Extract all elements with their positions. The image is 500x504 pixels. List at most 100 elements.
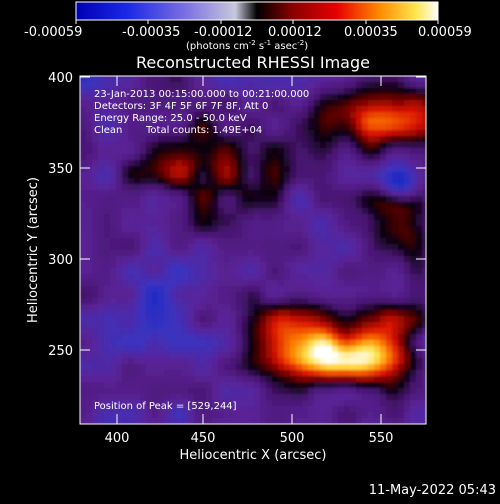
heatmap-cell — [164, 208, 171, 215]
heatmap-cell — [332, 262, 339, 269]
heatmap-cell — [272, 82, 279, 89]
heatmap-cell — [242, 382, 249, 389]
heatmap-cell — [350, 394, 357, 401]
heatmap-cell — [128, 160, 135, 167]
heatmap-cell — [242, 418, 249, 424]
heatmap-cell — [128, 154, 135, 161]
heatmap-cell — [386, 310, 393, 317]
heatmap-cell — [128, 382, 135, 389]
heatmap-cell — [230, 244, 237, 251]
heatmap-cell — [128, 214, 135, 221]
heatmap-cell — [296, 124, 303, 131]
heatmap-cell — [422, 76, 426, 83]
heatmap-cell — [128, 76, 135, 83]
heatmap-cell — [422, 160, 426, 167]
heatmap-cell — [254, 322, 261, 329]
heatmap-cell — [146, 280, 153, 287]
heatmap-cell — [296, 94, 303, 101]
heatmap-cell — [218, 274, 225, 281]
heatmap-cell — [380, 232, 387, 239]
heatmap-cell — [92, 82, 99, 89]
heatmap-cell — [296, 232, 303, 239]
heatmap-cell — [326, 118, 333, 125]
heatmap-cell — [182, 310, 189, 317]
heatmap-cell — [272, 148, 279, 155]
heatmap-cell — [272, 262, 279, 269]
heatmap-cell — [212, 274, 219, 281]
heatmap-cell — [80, 112, 87, 119]
heatmap-cell — [224, 412, 231, 419]
heatmap-cell — [422, 412, 426, 419]
heatmap-cell — [362, 298, 369, 305]
heatmap-cell — [206, 202, 213, 209]
heatmap-cell — [224, 94, 231, 101]
heatmap-cell — [128, 166, 135, 173]
heatmap-cell — [182, 238, 189, 245]
heatmap-cell — [218, 418, 225, 424]
heatmap-cell — [398, 214, 405, 221]
heatmap-cell — [350, 412, 357, 419]
heatmap-cell — [374, 256, 381, 263]
heatmap-cell — [128, 94, 135, 101]
heatmap-cell — [386, 112, 393, 119]
heatmap-cell — [266, 412, 273, 419]
heatmap-cell — [176, 262, 183, 269]
heatmap-cell — [236, 130, 243, 137]
heatmap-cell — [116, 172, 123, 179]
heatmap-cell — [350, 334, 357, 341]
heatmap-cell — [212, 82, 219, 89]
y-tick-label: 250 — [48, 344, 73, 359]
heatmap-cell — [296, 292, 303, 299]
heatmap-cell — [338, 100, 345, 107]
heatmap-cell — [86, 244, 93, 251]
heatmap-cell — [314, 406, 321, 413]
heatmap-cell — [380, 82, 387, 89]
heatmap-cell — [206, 364, 213, 371]
heatmap-cell — [224, 124, 231, 131]
heatmap-cell — [122, 214, 129, 221]
heatmap-cell — [314, 250, 321, 257]
heatmap-cell — [230, 184, 237, 191]
heatmap-cell — [158, 268, 165, 275]
heatmap-cell — [164, 94, 171, 101]
heatmap-cell — [332, 196, 339, 203]
y-tick-label: 400 — [48, 71, 73, 86]
heatmap-cell — [284, 250, 291, 257]
heatmap-cell — [278, 202, 285, 209]
heatmap-cell — [158, 166, 165, 173]
heatmap-cell — [194, 262, 201, 269]
heatmap-cell — [236, 202, 243, 209]
info-detectors: Detectors: 3F 4F 5F 6F 7F 8F, Att 0 — [94, 101, 268, 112]
heatmap-cell — [80, 166, 87, 173]
heatmap-cell — [224, 400, 231, 407]
heatmap-cell — [380, 106, 387, 113]
heatmap-cell — [230, 82, 237, 89]
heatmap-cell — [194, 406, 201, 413]
heatmap-cell — [296, 406, 303, 413]
heatmap-cell — [176, 358, 183, 365]
heatmap-cell — [272, 382, 279, 389]
heatmap-cell — [398, 160, 405, 167]
heatmap-cell — [266, 250, 273, 257]
heatmap-cell — [152, 220, 159, 227]
heatmap-cell — [86, 178, 93, 185]
heatmap-cell — [194, 328, 201, 335]
heatmap-cell — [152, 268, 159, 275]
heatmap-cell — [98, 370, 105, 377]
heatmap-cell — [260, 370, 267, 377]
heatmap-cell — [146, 196, 153, 203]
heatmap-cell — [164, 412, 171, 419]
heatmap-cell — [218, 232, 225, 239]
heatmap-cell — [422, 190, 426, 197]
heatmap-cell — [92, 328, 99, 335]
heatmap-cell — [320, 202, 327, 209]
heatmap-cell — [218, 214, 225, 221]
heatmap-cell — [134, 244, 141, 251]
heatmap-cell — [374, 358, 381, 365]
heatmap-cell — [284, 118, 291, 125]
heatmap-cell — [212, 292, 219, 299]
heatmap-cell — [80, 280, 87, 287]
heatmap-cell — [350, 220, 357, 227]
heatmap-cell — [326, 178, 333, 185]
heatmap-cell — [260, 286, 267, 293]
